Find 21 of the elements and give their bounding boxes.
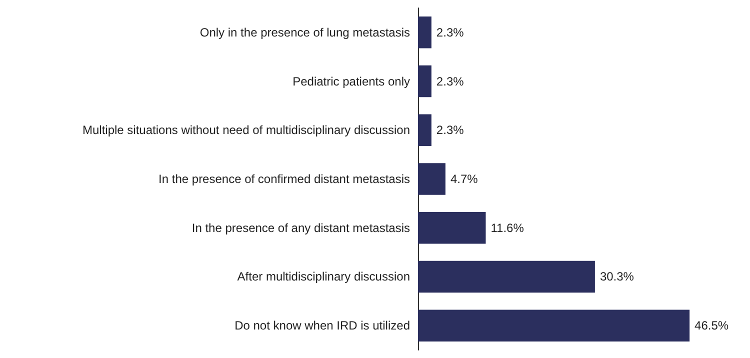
y-tick-label: Pediatric patients only <box>292 74 410 88</box>
bar <box>418 310 690 342</box>
y-tick-label: Only in the presence of lung metastasis <box>200 25 410 40</box>
data-label: 46.5% <box>694 318 729 333</box>
data-label: 2.3% <box>436 123 464 138</box>
y-tick-label: In the presence of confirmed distant metastasis <box>158 172 410 186</box>
data-label: 2.3% <box>436 74 464 88</box>
bar <box>418 212 486 244</box>
data-label: 11.6% <box>490 220 524 235</box>
bar <box>418 65 432 98</box>
bar <box>418 114 432 146</box>
y-tick-label: Do not know when IRD is utilized <box>234 318 410 333</box>
bar <box>418 16 432 48</box>
data-label: 30.3% <box>600 270 634 284</box>
y-tick-label: In the presence of any distant metastasis <box>192 220 410 235</box>
data-label: 4.7% <box>450 172 478 186</box>
data-label: 2.3% <box>436 25 464 40</box>
bar <box>418 163 446 195</box>
bar <box>418 260 595 293</box>
y-tick-label: After multidisciplinary discussion <box>237 270 410 284</box>
y-tick-label: Multiple situations without need of multidisciplinary discussion <box>82 123 410 138</box>
